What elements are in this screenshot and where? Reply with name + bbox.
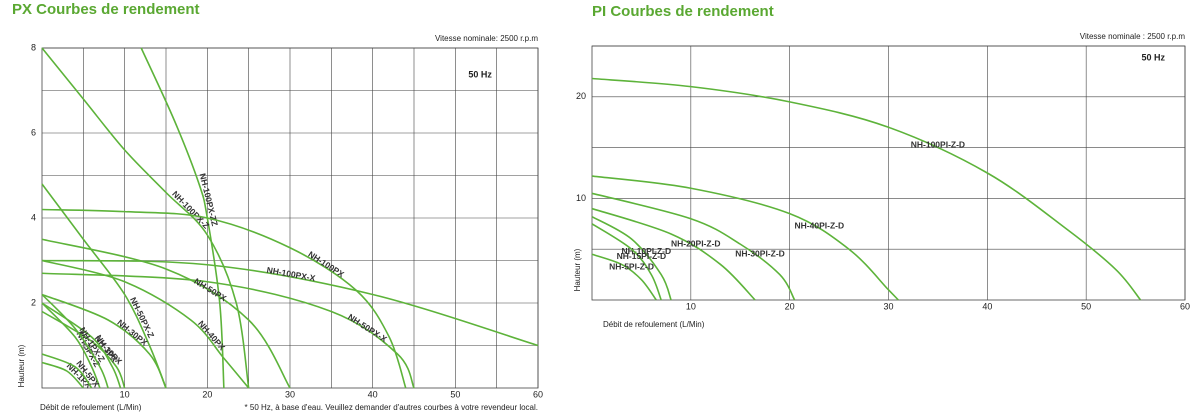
curve (41, 47, 250, 389)
y-tick-label: 20 (576, 91, 586, 101)
x-tick-label: 10 (120, 389, 130, 399)
curve (41, 259, 250, 389)
x-tick-label: 50 (1081, 301, 1091, 311)
annotation: 50 Hz (1141, 52, 1165, 62)
y-tick-label: 4 (31, 212, 36, 222)
y-tick-label: 10 (576, 193, 586, 203)
x-tick-label: 50 (450, 389, 460, 399)
y-tick-label: 8 (31, 42, 36, 52)
curve-label: NH-10PI-Z-D (622, 246, 672, 256)
y-tick-label: 6 (31, 127, 36, 137)
x-tick-label: 10 (686, 301, 696, 311)
y-tick-label: 2 (31, 297, 36, 307)
x-axis-label: Débit de refoulement (L/Min) (40, 403, 142, 412)
x-tick-label: 60 (533, 389, 543, 399)
curve (41, 293, 167, 389)
curve (41, 293, 109, 389)
curve (591, 192, 796, 301)
curve (140, 47, 225, 389)
curve-label: NH-50PX-X (346, 312, 389, 345)
curve (591, 207, 756, 301)
curve (41, 272, 415, 389)
curve (41, 310, 126, 389)
curve (41, 259, 539, 347)
curve (41, 238, 291, 389)
curve (591, 77, 1142, 301)
x-tick-label: 40 (368, 389, 378, 399)
curve-label: NH-15PI-Z-D (617, 251, 667, 261)
subtitle: Vitesse nominale: 2500 r.p.m (435, 34, 538, 43)
curve-label: NH-100PX-X (266, 265, 316, 284)
x-tick-label: 60 (1180, 301, 1190, 311)
curve (41, 183, 167, 389)
curve-label: NH-5PI-Z-D (609, 261, 654, 271)
curve (591, 253, 657, 301)
curve-label: NH-40PI-Z-D (795, 221, 845, 231)
curve (41, 208, 407, 389)
curve-label: NH-100PI-Z-D (911, 139, 965, 149)
y-axis-label: Hauteur (m) (17, 344, 26, 387)
x-tick-label: 20 (202, 389, 212, 399)
curve (41, 353, 93, 389)
chart-title: PI Courbes de rendement (592, 3, 774, 20)
curve-label: NH-50PX (192, 276, 228, 304)
chart-title: PX Courbes de rendement (12, 1, 200, 18)
curve-label: NH-20PI-Z-D (671, 238, 721, 248)
curve (41, 361, 84, 389)
curve (591, 215, 672, 301)
curve (41, 302, 101, 389)
curve-label: NH-40PX (196, 319, 227, 353)
y-axis-label: Hauteur (m) (573, 248, 582, 291)
x-tick-label: 20 (785, 301, 795, 311)
x-axis-label: Débit de refoulement (L/Min) (603, 320, 705, 329)
subtitle: Vitesse nominale : 2500 r.p.m (1080, 32, 1186, 41)
curve (591, 175, 899, 301)
curve (591, 223, 662, 301)
x-tick-label: 30 (883, 301, 893, 311)
annotation: 50 Hz (468, 69, 492, 79)
x-tick-label: 40 (982, 301, 992, 311)
curve-label: NH-30PI-Z-D (735, 249, 785, 259)
x-tick-label: 30 (285, 389, 295, 399)
footnote: * 50 Hz, à base d'eau. Veuillez demander… (245, 403, 538, 412)
